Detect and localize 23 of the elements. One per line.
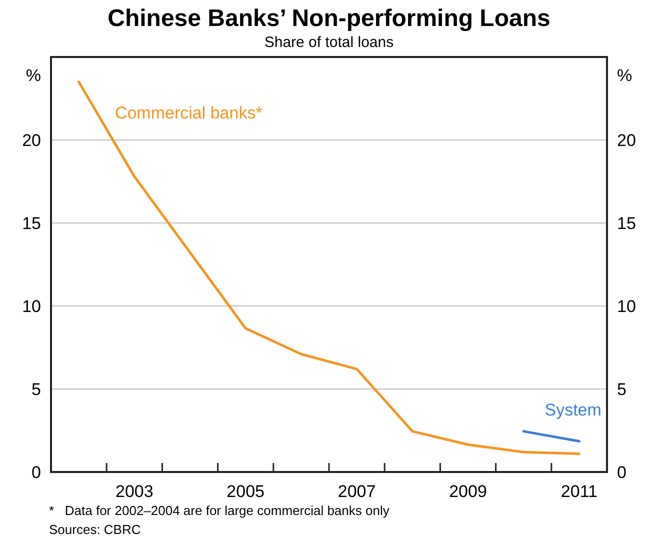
y2-tick-label: 5 <box>617 380 626 399</box>
x-tick-label: 2005 <box>226 482 265 501</box>
chart-subtitle: Share of total loans <box>264 34 394 51</box>
x-tick-label: 2011 <box>560 482 598 501</box>
y-tick-label: 10 <box>22 297 41 316</box>
source-note: Sources: CBRC <box>49 522 141 537</box>
y-axis-title: % <box>26 66 41 85</box>
y2-axis-title: % <box>617 66 632 85</box>
chart-title: Chinese Banks’ Non-performing Loans <box>108 5 550 32</box>
y2-tick-label: 0 <box>617 463 626 482</box>
y2-tick-label: 10 <box>617 297 636 316</box>
x-tick-label: 2003 <box>115 482 154 501</box>
y-tick-label: 0 <box>32 463 41 482</box>
x-tick-label: 2007 <box>338 482 376 501</box>
y-tick-label: 5 <box>32 380 41 399</box>
y2-tick-label: 15 <box>617 214 636 233</box>
series-label: Commercial banks* <box>114 103 263 122</box>
y-tick-label: 15 <box>22 214 41 233</box>
y2-tick-label: 20 <box>617 131 636 150</box>
y-tick-label: 20 <box>22 131 41 150</box>
text: * Data for 2002–2004 are for large commercial banks only <box>49 503 390 518</box>
series-label: System <box>544 400 602 420</box>
x-tick-label: 2009 <box>449 482 487 501</box>
